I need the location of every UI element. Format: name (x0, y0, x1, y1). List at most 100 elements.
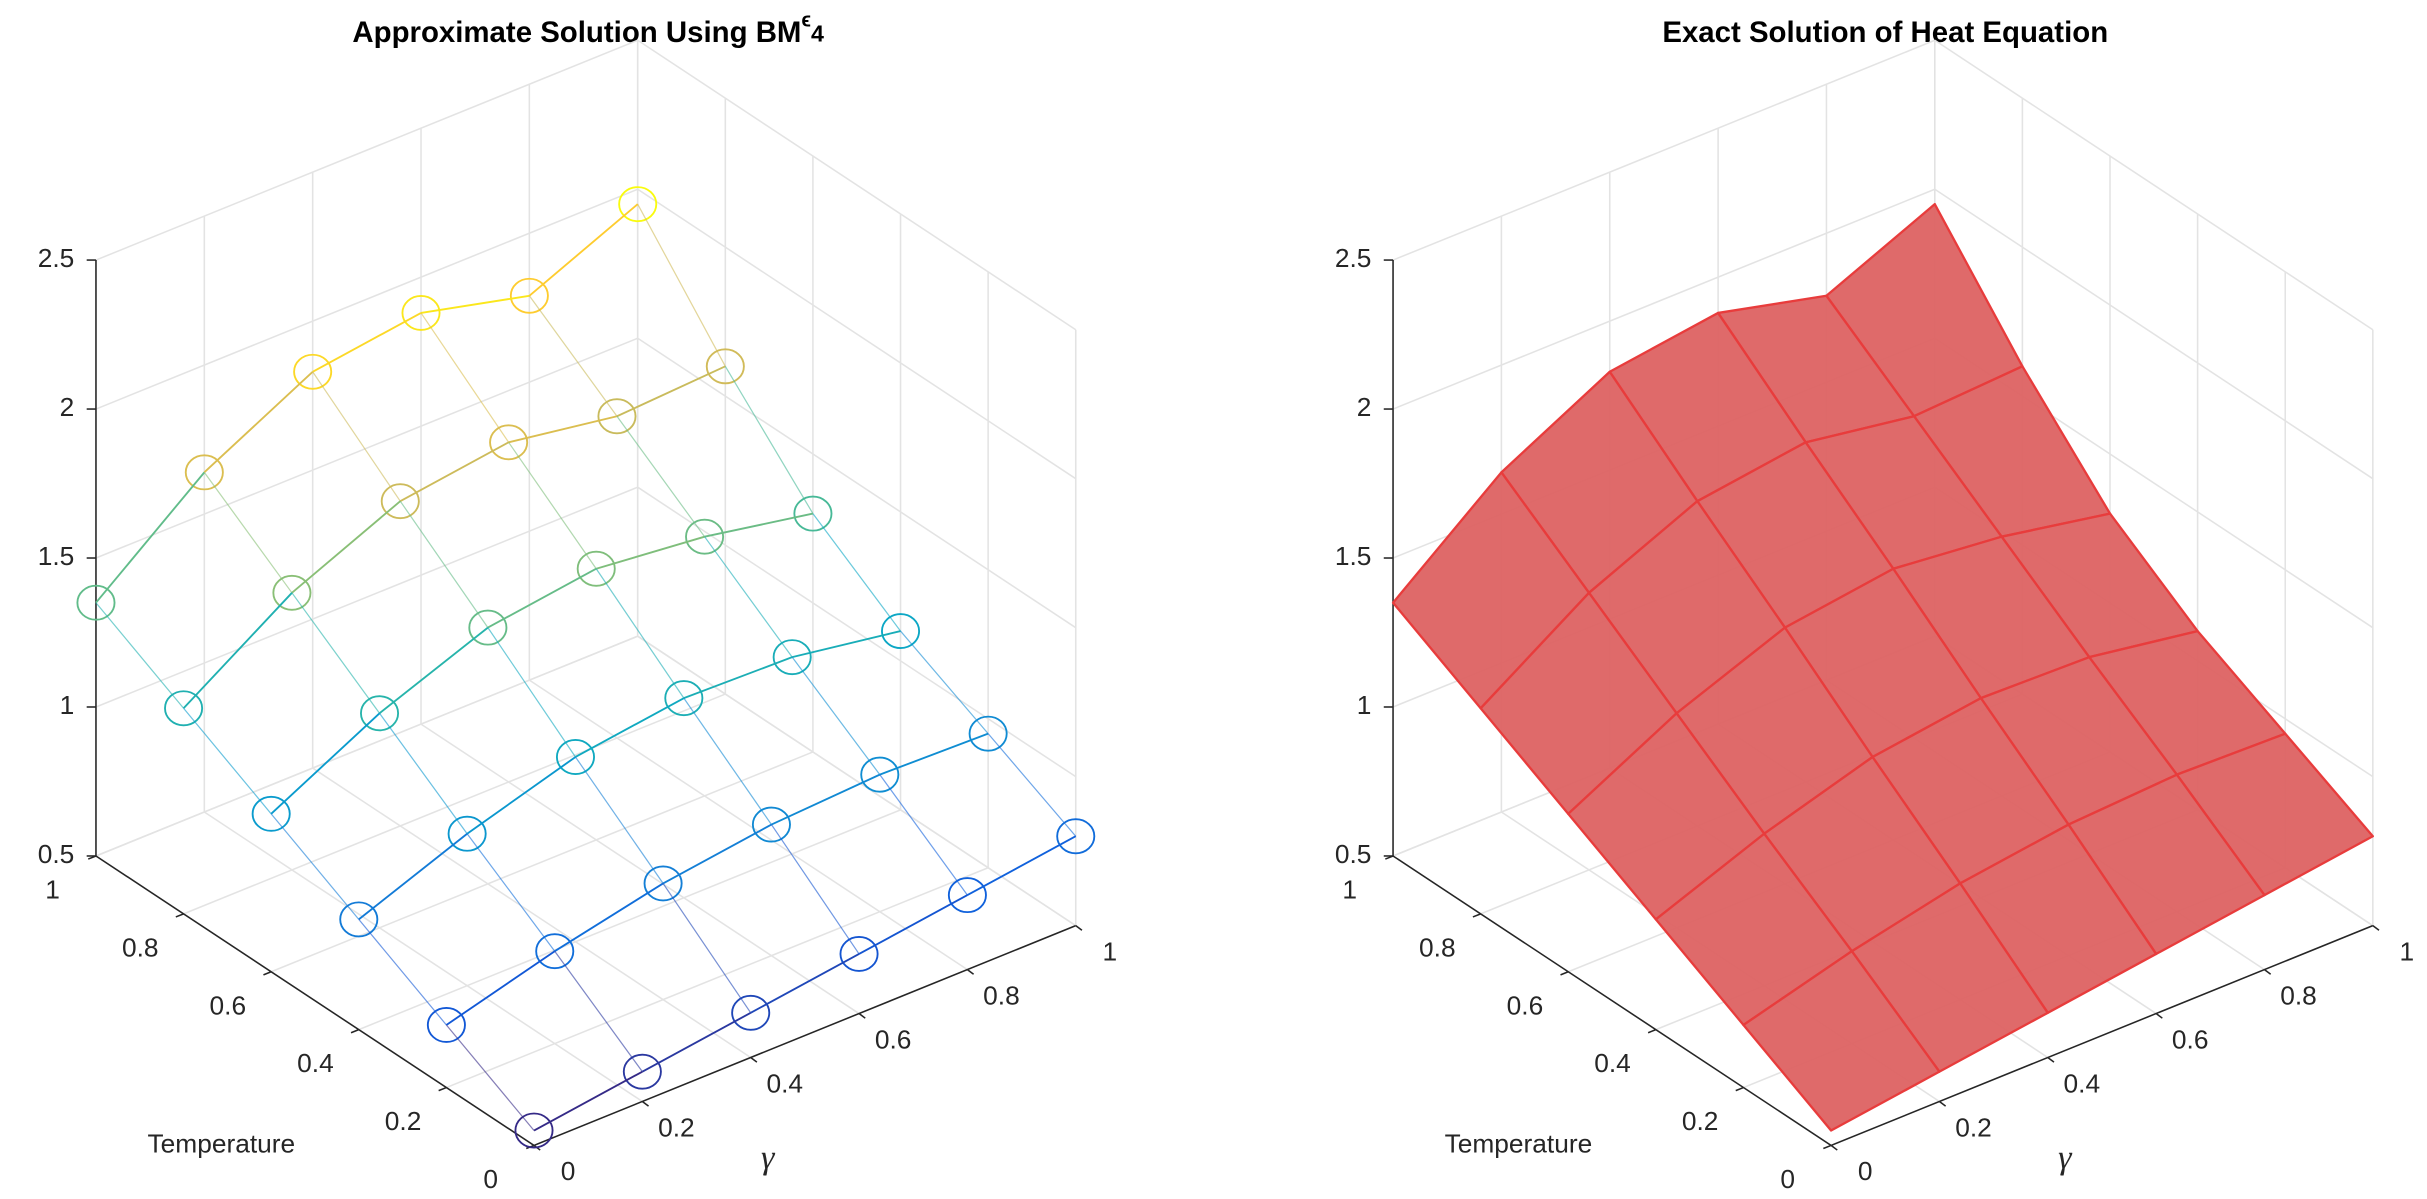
data-point (947, 877, 987, 914)
data-point (164, 690, 204, 727)
data-line (554, 882, 664, 952)
data-line (575, 697, 685, 758)
data-line (487, 627, 576, 758)
grid-line (1934, 188, 2374, 480)
data-point (643, 865, 683, 902)
data-point (597, 398, 637, 435)
grid-line (1392, 188, 1936, 410)
y-tick (263, 971, 272, 976)
x-tick (2372, 925, 2380, 931)
data-line (791, 630, 901, 659)
x-tick-label: 1 (1102, 936, 1117, 966)
data-line (770, 824, 860, 955)
data-point (772, 639, 812, 676)
x-tick (2155, 1012, 2163, 1019)
data-line (183, 707, 272, 815)
data-line (554, 950, 643, 1073)
data-line (858, 894, 968, 955)
x-tick-label: 0 (1858, 1156, 1873, 1186)
title-part: ϵ (801, 10, 811, 32)
data-line (203, 471, 293, 594)
y-tick-label: 0 (483, 1164, 498, 1194)
title-part: Approximate Solution Using BM (352, 16, 801, 49)
data-line (641, 1011, 752, 1073)
x-tick (2047, 1056, 2055, 1063)
data-point (380, 483, 420, 520)
grid-line (95, 337, 638, 559)
data-line (203, 371, 314, 474)
y-tick (438, 1086, 447, 1092)
grid-line (637, 486, 1077, 778)
data-line (466, 833, 556, 952)
data-point (839, 935, 879, 972)
data-point (1056, 818, 1096, 855)
x-tick-label: 0.8 (2280, 980, 2317, 1010)
y-tick-label: 0.2 (1682, 1106, 1719, 1136)
y-axis-label: Temperature (1445, 1128, 1593, 1158)
x-tick (750, 1056, 758, 1063)
y-tick (1823, 1144, 1832, 1150)
x-tick (858, 1012, 866, 1019)
x-axis (1830, 924, 2374, 1147)
data-point (468, 609, 508, 646)
y-tick (1472, 913, 1481, 918)
data-line (312, 312, 422, 373)
data-point (731, 994, 771, 1031)
data-line (771, 773, 881, 826)
data-line (358, 832, 468, 921)
x-tick-label: 0.8 (983, 980, 1020, 1010)
x-tick (1938, 1100, 1947, 1107)
grid-line (203, 811, 643, 1103)
x-tick-label: 0.2 (1955, 1112, 1992, 1142)
y-tick-label: 0 (1780, 1164, 1795, 1194)
title-part: Exact Solution of Heat Equation (1662, 16, 2108, 49)
z-tick-label: 1 (1357, 690, 1372, 720)
y-axis (95, 855, 535, 1147)
x-tick (1075, 925, 1083, 931)
x-tick-label: 0.4 (2064, 1068, 2101, 1098)
data-line (616, 365, 726, 418)
data-line (574, 756, 664, 884)
data-line (966, 835, 1077, 896)
data-point (489, 424, 529, 461)
data-line (812, 513, 902, 632)
grid-line (270, 751, 814, 973)
z-tick-label: 0.5 (38, 839, 75, 869)
data-line (683, 697, 772, 825)
grid-line (312, 767, 752, 1059)
x-tick (641, 1100, 650, 1107)
x-tick (966, 968, 975, 975)
grid-line (637, 635, 1077, 927)
data-point (881, 613, 921, 650)
data-line (445, 950, 556, 1026)
data-point (555, 739, 595, 775)
data-line (291, 500, 401, 594)
x-tick-label: 0.6 (875, 1024, 912, 1054)
data-point (968, 715, 1008, 752)
data-point (401, 294, 441, 331)
grid-line (637, 337, 1077, 629)
data-point (272, 574, 312, 611)
data-line (95, 602, 185, 709)
data-point (339, 901, 379, 938)
data-point (514, 1112, 554, 1149)
data-line (750, 953, 860, 1014)
data-line (312, 371, 401, 502)
grid-line (1934, 39, 2374, 331)
grid-line (95, 39, 638, 261)
data-line (595, 568, 685, 699)
y-tick (1735, 1086, 1744, 1092)
data-line (879, 732, 989, 776)
data-point (509, 277, 549, 314)
chart-title: Exact Solution of Heat Equation (1662, 16, 2108, 49)
y-axis (1392, 855, 1832, 1147)
data-point (293, 353, 333, 390)
y-tick-label: 0.6 (210, 990, 247, 1020)
y-tick-label: 0.4 (1594, 1048, 1631, 1078)
data-point (618, 186, 658, 223)
data-point (705, 348, 745, 385)
y-tick-label: 0.4 (297, 1048, 334, 1078)
y-tick (175, 913, 184, 918)
data-line (595, 535, 705, 570)
